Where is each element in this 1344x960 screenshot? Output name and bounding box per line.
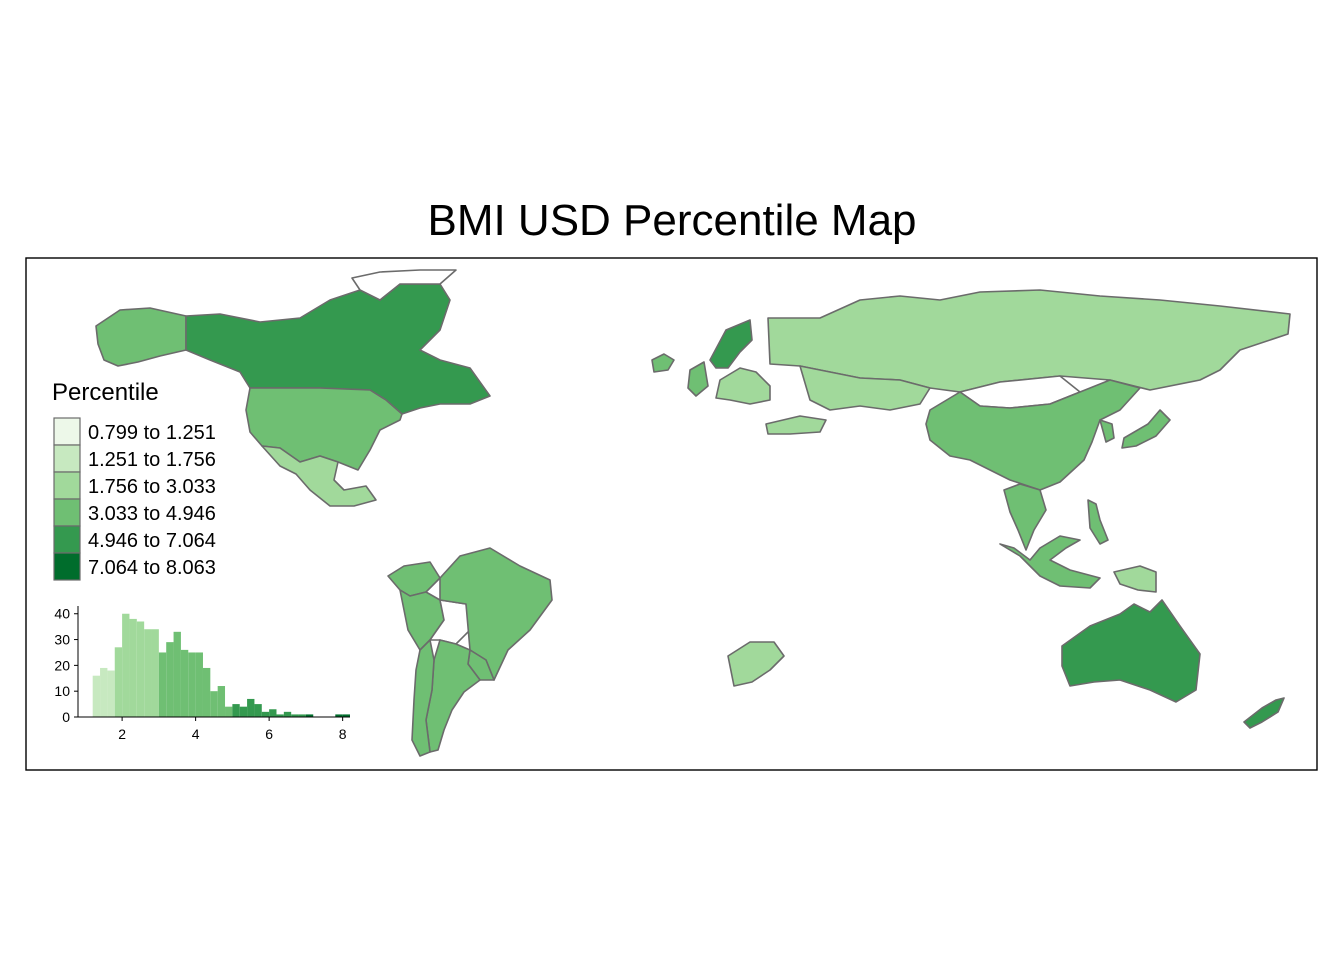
histogram-bar xyxy=(122,613,130,717)
region-alaska xyxy=(95,307,187,367)
legend-label: 1.251 to 1.756 xyxy=(88,449,216,471)
histogram-bar xyxy=(247,698,255,717)
legend-swatch xyxy=(53,471,81,500)
histogram-y-tick-label: 40 xyxy=(54,606,70,622)
region-australia xyxy=(1061,599,1201,703)
histogram-bar xyxy=(158,652,167,717)
legend-swatch xyxy=(53,498,81,527)
legend-swatch xyxy=(53,444,81,473)
histogram-x-ticks: 2 4 6 8 xyxy=(118,717,347,742)
histogram-bar xyxy=(261,711,270,717)
region-png xyxy=(1113,565,1157,593)
histogram-bar xyxy=(298,714,306,717)
region-iceland xyxy=(651,353,675,373)
histogram-y-ticks: 0 10 20 30 40 xyxy=(54,606,78,725)
histogram-y-tick-label: 30 xyxy=(54,632,70,648)
legend-label: 4.946 to 7.064 xyxy=(88,530,216,552)
histogram-bar xyxy=(136,621,145,717)
legend-items: 0.799 to 1.251 1.251 to 1.756 1.756 to 3.0… xyxy=(53,417,216,581)
histogram-bar xyxy=(269,709,277,717)
histogram-bar xyxy=(100,667,108,717)
histogram-bar xyxy=(342,714,350,717)
region-korea xyxy=(1099,419,1115,443)
region-chile xyxy=(411,639,435,757)
histogram-y-tick-label: 10 xyxy=(54,683,70,699)
region-japan xyxy=(1121,409,1171,449)
region-new-zealand xyxy=(1243,697,1285,729)
legend: Percentile 0.799 to 1.251 1.251 to 1.756 1… xyxy=(52,379,216,581)
histogram-x-tick-label: 4 xyxy=(192,726,200,742)
histogram-bar xyxy=(232,704,240,717)
histogram-y-tick-label: 20 xyxy=(54,657,70,673)
histogram-bar xyxy=(129,618,137,717)
histogram-bar xyxy=(202,667,211,717)
legend-swatch xyxy=(53,552,81,581)
histogram-x-tick-label: 2 xyxy=(118,726,126,742)
histogram-bar xyxy=(107,670,115,717)
legend-label: 0.799 to 1.251 xyxy=(88,422,216,444)
histogram-y-tick-label: 0 xyxy=(62,709,70,725)
histogram-bar xyxy=(173,631,181,717)
region-greenland xyxy=(351,269,457,301)
region-uk xyxy=(687,361,709,397)
histogram-bar xyxy=(151,629,159,717)
histogram-bar xyxy=(188,652,196,717)
region-china xyxy=(925,379,1141,491)
region-indonesia xyxy=(999,535,1101,589)
legend-swatch xyxy=(53,525,81,554)
histogram-bar xyxy=(114,647,123,717)
legend-label: 7.064 to 8.063 xyxy=(88,557,216,579)
histogram-bar xyxy=(305,714,314,717)
histogram-x-tick-label: 6 xyxy=(265,726,273,742)
histogram-bar xyxy=(195,652,203,717)
legend-histogram: 0 10 20 30 40 2 4 6 8 xyxy=(54,606,350,742)
region-southeast-asia xyxy=(1003,483,1047,551)
region-philippines xyxy=(1087,499,1109,545)
histogram-bar xyxy=(291,714,299,717)
histogram-x-tick-label: 8 xyxy=(339,726,347,742)
region-mexico xyxy=(261,445,377,507)
histogram-bar xyxy=(210,691,218,717)
histogram-bar xyxy=(166,642,174,717)
histogram-bar xyxy=(217,686,226,717)
region-europe xyxy=(715,367,771,405)
histogram-bar xyxy=(239,706,248,717)
histogram-bar xyxy=(283,711,292,717)
region-united-states xyxy=(245,387,403,471)
land-layer xyxy=(95,269,1291,757)
region-south-africa xyxy=(727,641,785,687)
region-scandinavia xyxy=(709,319,753,369)
histogram-bar xyxy=(335,714,343,717)
histogram-bars xyxy=(92,613,350,717)
legend-label: 1.756 to 3.033 xyxy=(88,476,216,498)
histogram-bar xyxy=(254,704,262,717)
region-brazil xyxy=(439,547,553,681)
histogram-bar xyxy=(225,706,233,717)
map-title: BMI USD Percentile Map xyxy=(427,196,917,245)
region-turkey xyxy=(765,415,827,435)
histogram-bar xyxy=(92,675,101,717)
histogram-bar xyxy=(276,714,284,717)
legend-label: 3.033 to 4.946 xyxy=(88,503,216,525)
region-kazakhstan xyxy=(799,365,931,411)
legend-swatch xyxy=(53,417,81,446)
legend-title: Percentile xyxy=(52,379,159,406)
histogram-bar xyxy=(144,629,152,717)
histogram-bar xyxy=(180,649,189,717)
